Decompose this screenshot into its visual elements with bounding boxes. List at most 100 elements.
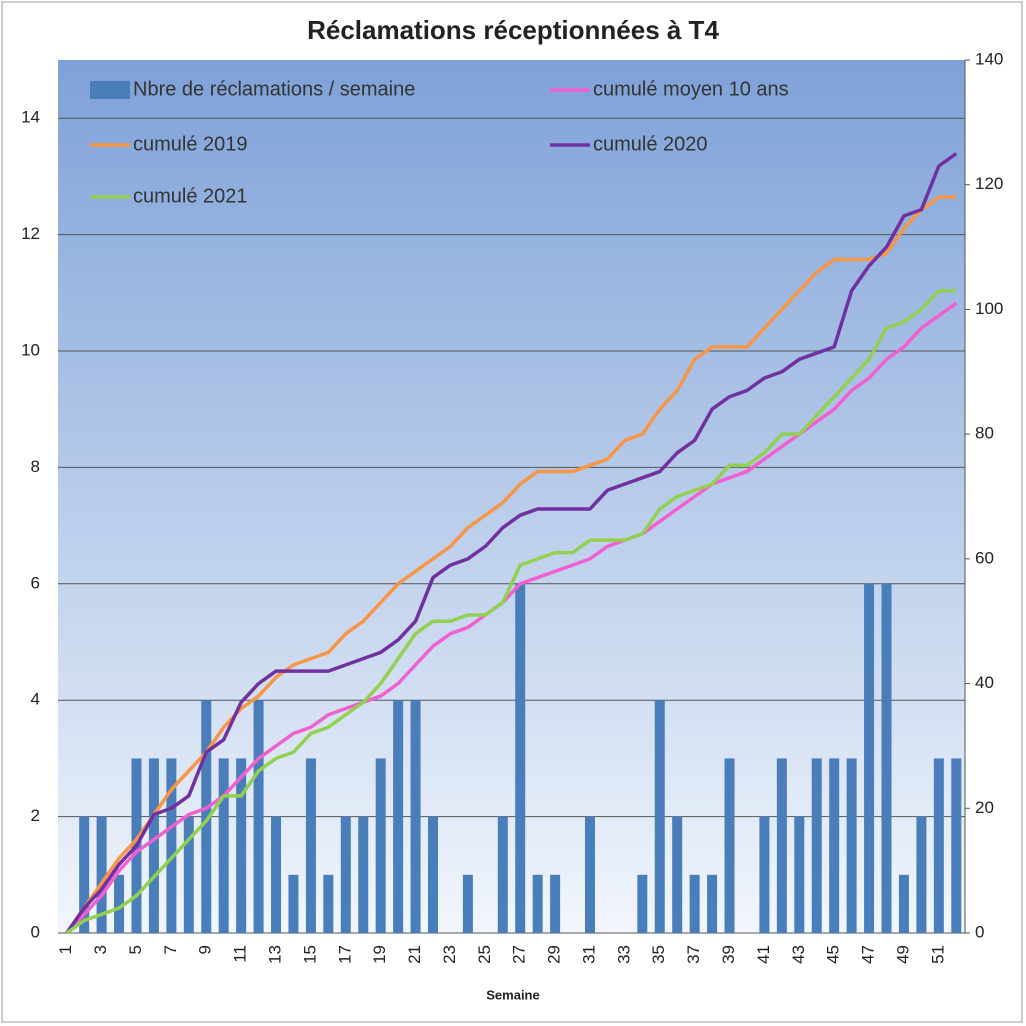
bar: [864, 583, 875, 933]
bar: [515, 583, 526, 933]
x-axis-label: Semaine: [486, 987, 539, 1002]
y2-tick-label: 20: [975, 798, 994, 817]
y2-tick-label: 120: [975, 174, 1003, 193]
bar: [759, 816, 770, 933]
x-tick-label: 3: [91, 945, 110, 954]
bar: [183, 816, 194, 933]
bar: [288, 874, 299, 933]
x-tick-label: 5: [126, 945, 145, 954]
y2-tick-label: 60: [975, 548, 994, 567]
x-tick-label: 17: [335, 945, 354, 964]
bar: [497, 816, 508, 933]
x-tick-label: 45: [824, 945, 843, 964]
x-tick-label: 15: [300, 945, 319, 964]
x-tick-label: 19: [370, 945, 389, 964]
bar: [689, 874, 700, 933]
y-tick-label: 8: [31, 457, 40, 476]
x-tick-label: 29: [545, 945, 564, 964]
bar: [951, 758, 962, 933]
y2-tick-label: 100: [975, 299, 1003, 318]
x-tick-label: 35: [649, 945, 668, 964]
x-tick-label: 37: [684, 945, 703, 964]
bar: [532, 874, 543, 933]
x-tick-label: 27: [510, 945, 529, 964]
bar: [829, 758, 840, 933]
bar: [933, 758, 944, 933]
bar: [201, 700, 212, 933]
legend-label: cumulé 2019: [133, 133, 248, 155]
bar: [340, 816, 351, 933]
x-tick-label: 31: [579, 945, 598, 964]
x-tick-label: 25: [475, 945, 494, 964]
x-tick-label: 39: [719, 945, 738, 964]
x-tick-label: 9: [196, 945, 215, 954]
bar: [305, 758, 316, 933]
bar: [428, 816, 439, 933]
x-tick-label: 33: [614, 945, 633, 964]
bar: [584, 816, 595, 933]
legend-label: cumulé moyen 10 ans: [593, 78, 789, 100]
line: [65, 301, 958, 935]
y-tick-label: 4: [31, 690, 40, 709]
x-tick-label: 23: [440, 945, 459, 964]
y2-tick-label: 40: [975, 673, 994, 692]
x-tick-label: 11: [231, 945, 250, 963]
bar: [114, 874, 125, 933]
bar: [637, 874, 648, 933]
bar: [96, 816, 107, 933]
bar: [794, 816, 805, 933]
x-tick-label: 7: [161, 945, 180, 954]
bar: [323, 874, 334, 933]
bar: [811, 758, 822, 933]
x-tick-label: 41: [754, 945, 773, 964]
y2-tick-label: 80: [975, 424, 994, 443]
bar: [898, 874, 909, 933]
x-tick-label: 13: [266, 945, 285, 964]
bar: [375, 758, 386, 933]
y2-tick-label: 0: [975, 922, 984, 941]
x-tick-label: 47: [859, 945, 878, 964]
bar: [253, 700, 264, 933]
y-tick-label: 2: [31, 806, 40, 825]
bar: [776, 758, 787, 933]
line: [65, 288, 957, 935]
bar: [916, 816, 927, 933]
legend-label: cumulé 2021: [133, 185, 248, 207]
bar: [410, 700, 421, 933]
bar: [236, 758, 247, 933]
x-tick-label: 43: [789, 945, 808, 964]
y-tick-label: 0: [31, 922, 40, 941]
legend-key: [90, 81, 130, 99]
y-tick-label: 14: [21, 108, 40, 127]
y-tick-label: 6: [31, 573, 40, 592]
line: [65, 195, 957, 935]
bar: [881, 583, 892, 933]
bar: [707, 874, 718, 933]
line: [65, 152, 958, 935]
x-tick-label: 51: [928, 945, 947, 964]
bar: [550, 874, 561, 933]
bar: [79, 816, 90, 933]
legend-label: Nbre de réclamations / semaine: [133, 78, 415, 100]
y-tick-label: 12: [21, 224, 40, 243]
bar: [724, 758, 735, 933]
bar: [393, 700, 404, 933]
legend-label: cumulé 2020: [593, 133, 708, 155]
x-tick-label: 49: [893, 945, 912, 964]
y2-tick-label: 140: [975, 49, 1003, 68]
bar: [462, 874, 473, 933]
y-tick-label: 10: [21, 340, 40, 359]
bar: [654, 700, 665, 933]
bar: [358, 816, 369, 933]
bar: [271, 816, 282, 933]
x-tick-label: 21: [405, 945, 424, 964]
bar: [148, 758, 159, 933]
bar: [166, 758, 177, 933]
bar: [846, 758, 857, 933]
chart-title: Réclamations réceptionnées à T4: [307, 15, 719, 45]
bar: [672, 816, 683, 933]
bar: [218, 758, 229, 933]
x-tick-label: 1: [56, 945, 75, 954]
